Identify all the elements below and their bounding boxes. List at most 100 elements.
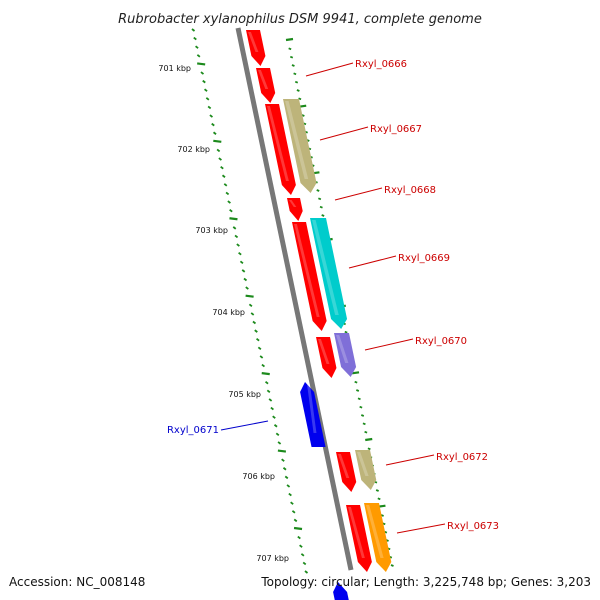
ruler-minor-tick [321, 214, 325, 217]
gene-label-rxyl-0668[interactable]: Rxyl_0668 [384, 185, 436, 196]
scale-minor-tick [300, 553, 305, 557]
gene-arrow-rxyl-0673-highlight [348, 507, 365, 558]
scale-minor-tick [218, 157, 222, 161]
scale-minor-tick [236, 243, 240, 247]
gene-cds-rxyl-0673-highlight [366, 505, 384, 558]
scale-minor-tick [229, 208, 233, 213]
scale-label-702: 702 kbp [177, 145, 210, 154]
ruler-minor-tick [344, 330, 348, 334]
gene-arrow-top[interactable] [246, 30, 266, 66]
gene-label-rxyl-0670[interactable]: Rxyl_0670 [415, 336, 467, 347]
scale-minor-tick [302, 561, 307, 566]
scale-minor-tick [275, 432, 280, 437]
scale-minor-tick [216, 148, 221, 153]
gene-arrow-rxyl-0667[interactable] [265, 104, 296, 195]
gene-cds-rxyl-0670[interactable] [334, 333, 357, 377]
scale-minor-tick [239, 260, 244, 264]
ruler-minor-tick [377, 497, 381, 501]
scale-minor-tick [243, 277, 248, 282]
gene-arrow-rxyl-0669[interactable] [292, 222, 327, 331]
scale-minor-tick [211, 122, 215, 127]
scale-minor-tick [221, 174, 226, 178]
gene-label-rxyl-0671[interactable]: Rxyl_0671 [167, 425, 219, 436]
label-leaders [220, 62, 446, 534]
scale-minor-tick [299, 544, 303, 548]
ruler-minor-tick [354, 380, 358, 384]
gene-cds-rxyl-0672-highlight [357, 452, 369, 476]
scale-minor-tick [203, 88, 208, 92]
scale-minor-tick [293, 518, 298, 523]
scale-minor-tick [209, 114, 213, 118]
ruler-major-tick [365, 437, 373, 442]
scale-minor-tick [268, 398, 273, 402]
scale-minor-tick [227, 200, 231, 204]
genome-summary-text: Topology: circular; Length: 3,225,748 bp… [260, 575, 591, 589]
gene-arrow-rxyl-0668[interactable] [287, 198, 303, 221]
scale-major-tick [261, 372, 270, 376]
gene-cds-rxyl-0673[interactable] [364, 503, 392, 572]
gene-arrow-rxyl-0669-highlight [294, 224, 320, 317]
scale-minor-tick [223, 183, 228, 187]
gene-arrow-rxyl-0673[interactable] [346, 505, 372, 572]
scale-labels: 701 kbp 702 kbp 703 kbp 704 kbp 705 kbp … [158, 64, 289, 563]
scale-minor-tick [304, 570, 309, 574]
genome-backbone [235, 27, 354, 571]
scale-minor-tick [241, 269, 246, 273]
label-leader-line [319, 126, 369, 141]
ruler-minor-tick [298, 97, 302, 101]
scale-minor-tick [200, 71, 205, 75]
gene-label-rxyl-0673[interactable]: Rxyl_0673 [447, 521, 499, 532]
scale-minor-tick [205, 97, 210, 101]
ruler-minor-tick [359, 405, 363, 409]
ruler-minor-tick [316, 189, 320, 192]
gene-label-rxyl-0666[interactable]: Rxyl_0666 [355, 59, 407, 70]
ruler-minor-tick [355, 389, 360, 392]
scale-minor-tick [273, 424, 278, 428]
ruler-minor-tick [375, 489, 379, 492]
ruler-minor-tick [318, 197, 322, 201]
scale-major-tick [229, 217, 238, 221]
ruler-minor-tick [291, 64, 295, 67]
scale-minor-tick [195, 45, 199, 49]
ruler-minor-tick [294, 80, 299, 84]
ruler-minor-tick [364, 430, 368, 434]
scale-minor-tick [261, 363, 266, 368]
gene-label-rxyl-0672[interactable]: Rxyl_0672 [436, 452, 488, 463]
scale-minor-tick [232, 226, 237, 230]
accession-text: Accession: NC_008148 [9, 575, 145, 589]
gene-arrow-top-highlight [248, 32, 259, 52]
map-title: Rubrobacter xylanophilus DSM 9941, compl… [118, 12, 482, 27]
gene-label-rxyl-0669[interactable]: Rxyl_0669 [398, 253, 450, 264]
scale-minor-tick [196, 54, 201, 58]
scale-minor-tick [277, 441, 282, 445]
gene-arrow-bottom[interactable] [333, 582, 349, 600]
gene-arrow-rxyl-0671[interactable] [300, 382, 326, 447]
gene-cds-rxyl-0667[interactable] [283, 99, 317, 193]
label-leader-line [220, 420, 269, 431]
gene-arrow-rxyl-0672[interactable] [336, 452, 357, 492]
label-leader-line [305, 62, 354, 77]
scale-label-707: 707 kbp [256, 554, 289, 563]
gene-features [246, 30, 392, 600]
scale-minor-tick [207, 105, 212, 110]
gene-cds-rxyl-0672[interactable] [355, 450, 377, 490]
ruler-minor-tick [288, 47, 292, 51]
scale-minor-tick [254, 329, 258, 333]
scale-minor-tick [291, 510, 296, 514]
gene-arrow-rxyl-0666[interactable] [256, 68, 276, 103]
scale-major-tick [213, 139, 222, 143]
gene-arrow-rxyl-0670[interactable] [316, 337, 337, 378]
scale-minor-tick [264, 381, 269, 385]
label-leader-line [348, 255, 397, 269]
gene-labels: Rxyl_0666 Rxyl_0667 Rxyl_0668 Rxyl_0669 … [167, 59, 499, 532]
scale-minor-tick [288, 492, 292, 497]
label-leader-line [396, 523, 446, 534]
gene-arrow-rxyl-0672-highlight [338, 454, 350, 478]
scale-label-704: 704 kbp [212, 308, 245, 317]
ruler-minor-tick [390, 564, 394, 567]
ruler-minor-tick [357, 397, 361, 401]
gene-label-rxyl-0667[interactable]: Rxyl_0667 [370, 124, 422, 135]
ruler-major-tick [285, 37, 294, 42]
scale-minor-tick [191, 28, 196, 32]
gene-cds-rxyl-0669[interactable] [310, 218, 348, 329]
